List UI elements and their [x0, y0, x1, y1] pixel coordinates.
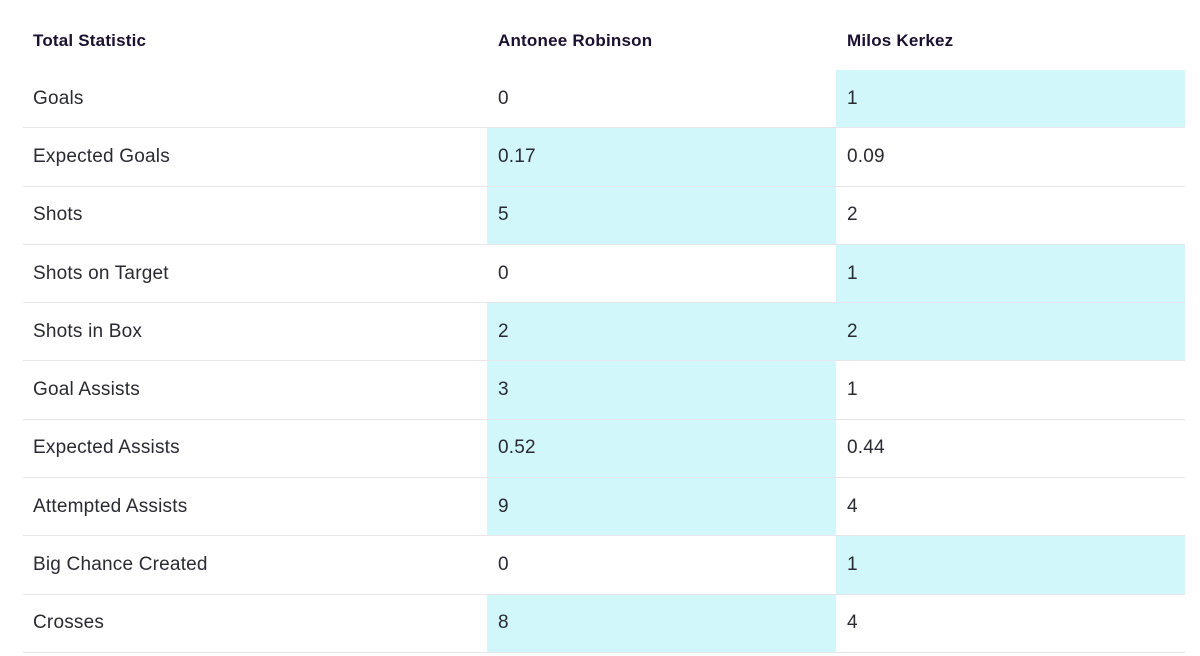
player1-value: 0.52	[487, 419, 836, 478]
player2-value: 1	[836, 244, 1185, 303]
player2-value: 2	[836, 303, 1185, 361]
player2-value: 0.44	[847, 437, 885, 459]
player1-value: 3	[487, 361, 836, 419]
header-stat-label: Total Statistic	[33, 31, 147, 50]
player2-value: 1	[836, 70, 1185, 128]
stat-name: Shots on Target	[33, 262, 169, 284]
table-row: Shots 5 2	[23, 186, 1185, 245]
stat-name: Shots in Box	[33, 320, 143, 342]
table-row: Expected Assists 0.52 0.44	[23, 419, 1185, 479]
stat-name: Attempted Assists	[33, 495, 188, 517]
table-row: Expected Goals 0.17 0.09	[23, 128, 1185, 187]
player1-value: 0	[498, 262, 509, 284]
stat-name: Expected Goals	[33, 145, 170, 167]
stat-name: Goals	[33, 87, 84, 109]
header-player1-name: Antonee Robinson	[498, 31, 653, 50]
player1-value: 8	[487, 594, 836, 652]
player2-value: 0.09	[847, 145, 885, 167]
player1-value: 9	[487, 478, 836, 536]
player2-value: 4	[847, 612, 858, 634]
stat-name: Shots	[33, 204, 83, 226]
table-row: Goals 0 1	[23, 70, 1185, 129]
table-row: Crosses 8 4	[23, 594, 1185, 653]
player2-value: 2	[847, 204, 858, 226]
player1-value: 2	[487, 303, 836, 361]
player1-value: 0	[498, 87, 509, 109]
player1-value: 0.17	[487, 128, 836, 186]
table-row: Goal Assists 3 1	[23, 361, 1185, 420]
table-row: Attempted Assists 9 4	[23, 478, 1185, 537]
stat-name: Big Chance Created	[33, 554, 208, 576]
stats-comparison-table: Total Statistic Antonee Robinson Milos K…	[23, 12, 1185, 653]
player1-value: 5	[487, 186, 836, 244]
stat-name: Crosses	[33, 612, 105, 634]
header-player2-name: Milos Kerkez	[847, 31, 954, 50]
player2-value: 1	[847, 379, 858, 401]
stat-name: Expected Assists	[33, 437, 180, 459]
table-row: Shots on Target 0 1	[23, 244, 1185, 304]
player2-value: 1	[836, 536, 1185, 594]
stat-name: Goal Assists	[33, 379, 140, 401]
player1-value: 0	[498, 554, 509, 576]
player2-value: 4	[847, 495, 858, 517]
table-row: Big Chance Created 0 1	[23, 536, 1185, 595]
table-header-row: Total Statistic Antonee Robinson Milos K…	[23, 12, 1185, 70]
table-row: Shots in Box 2 2	[23, 303, 1185, 362]
